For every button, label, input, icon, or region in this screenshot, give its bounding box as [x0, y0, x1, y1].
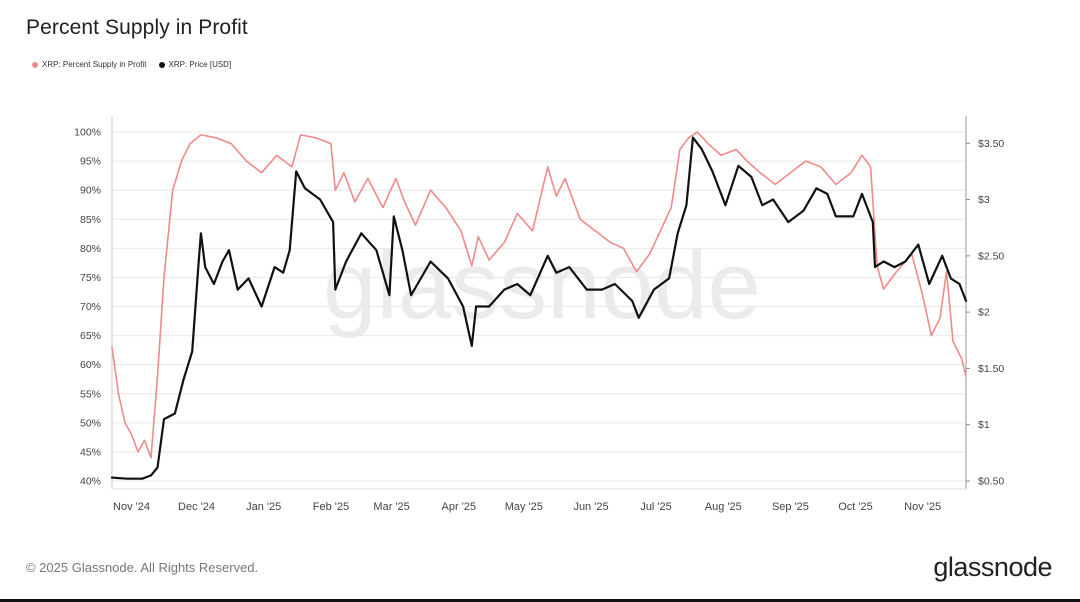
y-right-tick-label: $3	[978, 194, 990, 206]
x-tick-label: May '25	[505, 501, 543, 513]
y-left-tick-label: 90%	[80, 185, 101, 197]
chart-legend: XRP: Percent Supply in Profit XRP: Price…	[32, 60, 231, 69]
y-left-tick-label: 55%	[80, 388, 101, 400]
x-tick-label: Nov '25	[904, 501, 941, 513]
x-tick-label: Aug '25	[705, 501, 742, 513]
y-left-tick-label: 75%	[80, 272, 101, 284]
y-left-tick-label: 60%	[80, 359, 101, 371]
y-left-tick-label: 95%	[80, 156, 101, 168]
y-right-tick-label: $1.50	[978, 363, 1004, 375]
x-tick-label: Jul '25	[640, 501, 671, 513]
copyright-text: © 2025 Glassnode. All Rights Reserved.	[26, 560, 259, 575]
x-tick-label: Nov '24	[113, 501, 150, 513]
y-left-tick-label: 80%	[80, 243, 101, 255]
x-tick-label: Feb '25	[313, 501, 349, 513]
x-tick-label: Mar '25	[373, 501, 409, 513]
grid-lines	[112, 131, 966, 482]
bottom-divider	[0, 599, 1080, 602]
y-left-tick-label: 100%	[74, 127, 101, 139]
legend-item-supply[interactable]: XRP: Percent Supply in Profit	[32, 60, 147, 69]
x-tick-label: Apr '25	[442, 501, 477, 513]
x-tick-label: Jun '25	[573, 501, 608, 513]
axes	[111, 116, 970, 490]
glassnode-logo[interactable]: glassnode	[933, 552, 1052, 582]
tick-labels: 40% 45% 50% 55% 60% 65% 70% 75% 80% 85% 90% 95% 100%…	[74, 127, 1004, 514]
legend-label-supply: XRP: Percent Supply in Profit	[42, 60, 147, 69]
x-tick-label: Dec '24	[178, 501, 215, 513]
y-left-tick-label: 40%	[80, 476, 101, 488]
y-right-tick-label: $2	[978, 307, 990, 319]
y-left-tick-label: 85%	[80, 214, 101, 226]
chart-title: Percent Supply in Profit	[26, 16, 248, 39]
watermark: glassnode	[323, 232, 761, 339]
x-tick-label: Jan '25	[246, 501, 281, 513]
y-right-tick-label: $2.50	[978, 250, 1004, 262]
series-group	[110, 131, 968, 480]
y-right-tick-label: $3.50	[978, 138, 1004, 150]
series-line-supply-in-profit	[111, 131, 967, 459]
y-left-tick-label: 50%	[80, 417, 101, 429]
y-left-tick-label: 65%	[80, 330, 101, 342]
legend-item-price[interactable]: XRP: Price [USD]	[158, 60, 232, 69]
y-right-tick-label: $0.50	[978, 476, 1004, 488]
y-left-tick-label: 70%	[80, 301, 101, 313]
series-line-price	[110, 136, 968, 480]
legend-label-price: XRP: Price [USD]	[168, 60, 232, 69]
x-tick-label: Sep '25	[772, 501, 809, 513]
y-left-tick-label: 45%	[80, 446, 101, 458]
x-tick-label: Oct '25	[838, 501, 873, 513]
y-right-tick-label: $1	[978, 419, 990, 431]
legend-swatch-price	[158, 61, 165, 68]
legend-swatch-supply	[32, 61, 38, 68]
